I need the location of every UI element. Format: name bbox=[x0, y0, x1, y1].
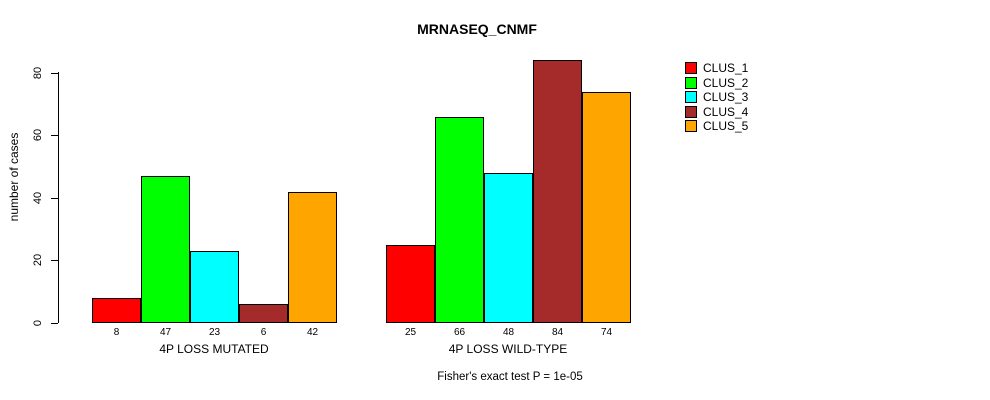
legend-item-clus_5: CLUS_5 bbox=[685, 119, 748, 134]
legend-label: CLUS_4 bbox=[703, 104, 749, 119]
bar-value-label: 8 bbox=[113, 327, 120, 338]
bar-clus_5-group1 bbox=[582, 92, 631, 323]
bar-value-label: 42 bbox=[306, 327, 319, 338]
legend-item-clus_2: CLUS_2 bbox=[685, 76, 748, 91]
bar-clus_3-group1 bbox=[484, 173, 533, 323]
group-label-wild-type: 4P LOSS WILD-TYPE bbox=[448, 342, 568, 356]
bar-value-label: 23 bbox=[208, 327, 221, 338]
legend-label: CLUS_1 bbox=[703, 61, 749, 76]
y-axis-tick bbox=[51, 260, 58, 261]
legend: CLUS_1 CLUS_2 CLUS_3 CLUS_4 CLUS_5 bbox=[685, 61, 748, 134]
legend-item-clus_3: CLUS_3 bbox=[685, 90, 748, 105]
bar-clus_2-group0 bbox=[141, 176, 190, 323]
bar-clus_1-group1 bbox=[386, 245, 435, 323]
group-label-mutated: 4P LOSS MUTATED bbox=[159, 342, 269, 356]
y-axis-tick-label: 80 bbox=[32, 66, 44, 80]
bar-clus_4-group0 bbox=[239, 304, 288, 323]
y-axis-tick-label: 20 bbox=[32, 253, 44, 267]
bar-value-label: 74 bbox=[600, 327, 613, 338]
y-axis-tick bbox=[51, 198, 58, 199]
y-axis-label: number of cases bbox=[7, 132, 21, 222]
legend-label: CLUS_3 bbox=[703, 90, 749, 105]
bar-value-label: 66 bbox=[453, 327, 466, 338]
bar-value-label: 25 bbox=[404, 327, 417, 338]
y-axis-tick-label: 60 bbox=[32, 128, 44, 142]
bar-value-label: 6 bbox=[260, 327, 267, 338]
bar-clus_1-group0 bbox=[92, 298, 141, 323]
y-axis-tick bbox=[51, 323, 58, 324]
legend-swatch-icon bbox=[685, 120, 697, 133]
legend-item-clus_4: CLUS_4 bbox=[685, 105, 748, 120]
y-axis-tick bbox=[51, 73, 58, 74]
bar-value-label: 48 bbox=[502, 327, 515, 338]
y-axis-line bbox=[58, 72, 59, 323]
y-axis-tick-label: 40 bbox=[32, 191, 44, 205]
y-axis-tick-label: 0 bbox=[32, 319, 44, 327]
bar-value-label: 47 bbox=[159, 327, 172, 338]
legend-swatch-icon bbox=[685, 62, 697, 75]
legend-swatch-icon bbox=[685, 91, 697, 104]
legend-label: CLUS_2 bbox=[703, 75, 749, 90]
bar-clus_3-group0 bbox=[190, 251, 239, 323]
legend-swatch-icon bbox=[685, 76, 697, 89]
bar-clus_2-group1 bbox=[435, 117, 484, 323]
legend-label: CLUS_5 bbox=[703, 119, 749, 134]
chart-title: MRNASEQ_CNMF bbox=[417, 21, 537, 37]
bar-value-label: 84 bbox=[551, 327, 564, 338]
legend-swatch-icon bbox=[685, 105, 697, 118]
bar-clus_4-group1 bbox=[533, 60, 582, 323]
bar-clus_5-group0 bbox=[288, 192, 337, 323]
legend-item-clus_1: CLUS_1 bbox=[685, 61, 748, 76]
fisher-test-annotation: Fisher's exact test P = 1e-05 bbox=[437, 371, 583, 383]
y-axis-tick bbox=[51, 135, 58, 136]
